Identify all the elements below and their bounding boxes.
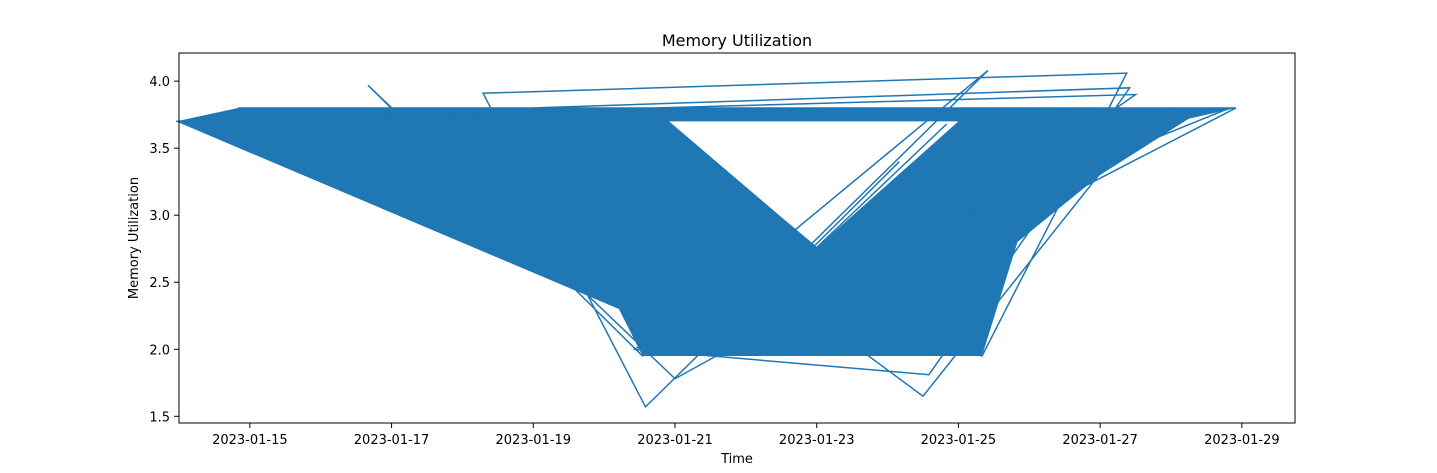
dense-line-band <box>176 107 1236 356</box>
x-tick-label: 2023-01-25 <box>921 433 997 448</box>
y-axis-label: Memory Utilization <box>127 177 142 299</box>
x-axis: 2023-01-15 2023-01-17 2023-01-19 2023-01-21… <box>212 423 1280 448</box>
x-tick-label: 2023-01-19 <box>496 433 572 448</box>
x-tick-label: 2023-01-21 <box>637 433 713 448</box>
y-tick-label: 4.0 <box>149 75 170 90</box>
y-tick-label: 3.5 <box>149 142 170 157</box>
y-tick-label: 3.0 <box>149 209 170 224</box>
x-tick-label: 2023-01-15 <box>212 433 288 448</box>
series-strand <box>816 123 948 248</box>
y-axis: 1.5 2.0 2.5 3.0 3.5 4.0 <box>149 75 179 425</box>
plot-fill-region <box>176 107 1236 356</box>
y-tick-label: 2.0 <box>149 343 170 358</box>
series-line-0 <box>176 69 1237 409</box>
x-tick-label: 2023-01-17 <box>354 433 430 448</box>
x-tick-label: 2023-01-23 <box>779 433 855 448</box>
y-tick-label: 1.5 <box>149 410 170 425</box>
chart-title: Memory Utilization <box>662 31 812 50</box>
x-tick-label: 2023-01-27 <box>1062 433 1138 448</box>
plot-frame <box>178 52 1296 424</box>
series-strand <box>804 161 900 256</box>
series-strand <box>668 123 824 254</box>
y-tick-label: 2.5 <box>149 276 170 291</box>
x-axis-label: Time <box>720 452 753 467</box>
series-strand <box>692 147 794 256</box>
x-tick-label: 2023-01-29 <box>1204 433 1280 448</box>
series-lines <box>176 69 1237 409</box>
gap-region <box>669 121 959 248</box>
